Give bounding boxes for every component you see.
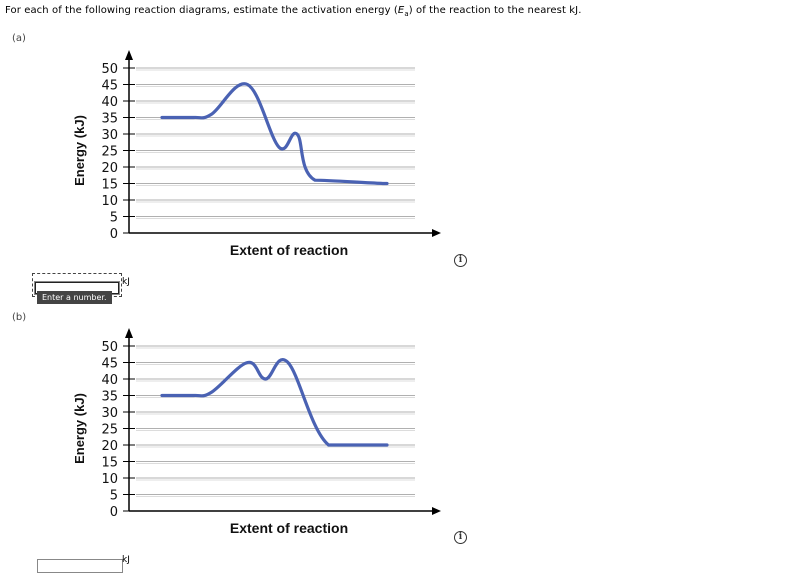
- answer-b-input[interactable]: [37, 558, 123, 573]
- answer-a-unit: kJ: [122, 277, 130, 287]
- y-tick-label: 40: [101, 373, 118, 388]
- y-tick-label: 20: [101, 439, 118, 454]
- part-a-label: (a): [12, 33, 26, 44]
- x-axis-label: Extent of reaction: [230, 242, 348, 258]
- info-icon[interactable]: i: [454, 531, 467, 544]
- y-axis-label: Energy (kJ): [72, 393, 87, 464]
- y-tick-label: 25: [101, 145, 118, 160]
- y-tick-label: 50: [101, 62, 118, 77]
- prompt-text-after: ) of the reaction to the nearest kJ.: [408, 5, 582, 16]
- answer-a-tooltip: Enter a number.: [37, 291, 112, 304]
- y-tick-label: 25: [101, 423, 118, 438]
- reaction-diagram-a: 0 5 10 15 20 25 30 35 40 45 50 Energy (kJ) Extent of…: [0, 35, 791, 265]
- x-axis-arrow: [432, 229, 441, 237]
- y-tick-label: 20: [101, 161, 118, 176]
- y-tick-label: 15: [101, 456, 118, 471]
- y-tick-label: 35: [101, 112, 118, 127]
- y-tick-label: 45: [101, 79, 118, 94]
- reaction-diagram-b: 0 5 10 15 20 25 30 35 40 45 50 Energy (kJ) Extent of…: [0, 313, 791, 543]
- info-icon[interactable]: i: [454, 254, 467, 267]
- y-tick-label: 0: [110, 505, 118, 520]
- y-tick-label: 50: [101, 340, 118, 355]
- y-tick-label: 0: [110, 227, 118, 242]
- activation-energy-subscript: a: [404, 10, 409, 18]
- question-prompt: For each of the following reaction diagr…: [5, 5, 582, 18]
- y-tick-label: 45: [101, 357, 118, 372]
- y-tick-label: 5: [110, 489, 118, 504]
- prompt-text-before: For each of the following reaction diagr…: [5, 5, 398, 16]
- y-axis-arrow: [125, 328, 133, 338]
- activation-energy-symbol: E: [397, 5, 405, 16]
- x-axis-arrow: [432, 507, 441, 515]
- y-tick-label: 10: [101, 472, 118, 487]
- answer-b-unit: kJ: [122, 555, 130, 565]
- y-tick-label: 30: [101, 128, 118, 143]
- part-b-label: (b): [12, 312, 27, 323]
- answer-b-wrapper: [37, 553, 123, 573]
- energy-curve: [160, 358, 389, 447]
- y-tick-label: 15: [101, 178, 118, 193]
- y-tick-label: 10: [101, 194, 118, 209]
- y-tick-label: 30: [101, 406, 118, 421]
- y-tick-label: 40: [101, 95, 118, 110]
- energy-curve: [160, 82, 389, 186]
- y-tick-label: 5: [110, 211, 118, 226]
- x-axis-label: Extent of reaction: [230, 520, 348, 536]
- y-tick-label: 35: [101, 390, 118, 405]
- y-axis-arrow: [125, 50, 133, 60]
- y-axis-label: Energy (kJ): [72, 115, 87, 186]
